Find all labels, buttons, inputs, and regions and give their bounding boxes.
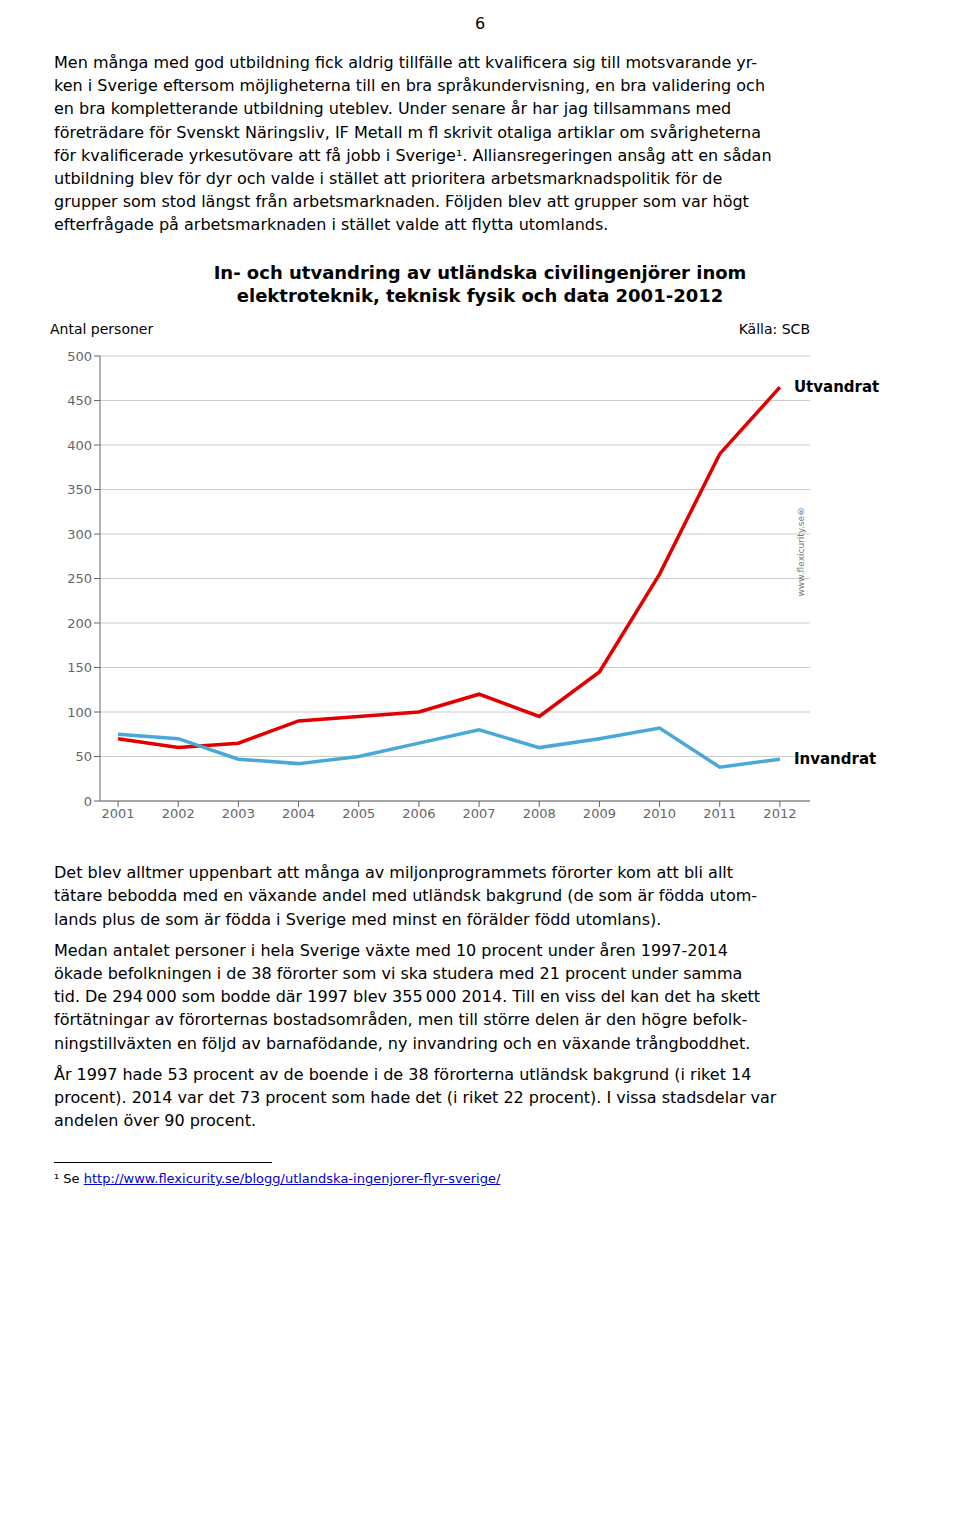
svg-text:250: 250 xyxy=(67,571,92,586)
html-text:för kvalificerade yrkesutövare: för kvalificerade yrkesutövare att få jo… xyxy=(54,145,772,165)
html-text:tätare bebodda med en växande: tätare bebodda med en växande andel med … xyxy=(54,886,757,906)
svg-text:500: 500 xyxy=(67,349,92,364)
svg-text:400: 400 xyxy=(67,438,92,453)
html-text:procent). 2014 var det 73 proc: procent). 2014 var det 73 procent som ha… xyxy=(54,1088,777,1107)
svg-text:0: 0 xyxy=(84,794,92,809)
html-text:¹ Se http://www.flexicurity.se: ¹ Se http://www.flexicurity.se/blogg/utl… xyxy=(54,1171,501,1187)
html-text:www.flexicurity.se®: www.flexicurity.se® xyxy=(796,506,806,597)
html-text:Men många med god utbildning f: Men många med god utbildning fick aldrig… xyxy=(54,53,758,72)
html-text:ken i Sverige eftersom möjligh: ken i Sverige eftersom möjligheterna til… xyxy=(54,76,766,96)
svg-text:350: 350 xyxy=(67,482,92,497)
html-text:andelen över 90 procent.: andelen över 90 procent. xyxy=(54,1111,256,1131)
html-text:lands plus de som är födda i S: lands plus de som är födda i Sverige med… xyxy=(54,909,662,929)
html-text:efterfrågade på arbetsmarknade: efterfrågade på arbetsmarknaden i ställe… xyxy=(54,215,609,235)
html-text:Det blev alltmer uppenbart att: Det blev alltmer uppenbart att många av … xyxy=(54,863,734,883)
svg-text:Utvandrat: Utvandrat xyxy=(794,379,879,397)
svg-text:Invandrat: Invandrat xyxy=(794,751,876,769)
html-text:företrädare för Svenskt Näring: företrädare för Svenskt Näringsliv, IF M… xyxy=(54,122,761,142)
svg-text:2008: 2008 xyxy=(523,807,556,822)
html-text:6: 6 xyxy=(474,14,486,33)
svg-text:50: 50 xyxy=(75,749,92,764)
html-text:en bra kompletterande utbildni: en bra kompletterande utbildning uteblev… xyxy=(54,99,732,119)
html-text:tid. De 294 000 som bodde där: tid. De 294 000 som bodde där 1997 blev … xyxy=(54,987,761,1007)
svg-text:2002: 2002 xyxy=(162,807,195,822)
html-text:förtätningar av förorternas bo: förtätningar av förorternas bostadsområd… xyxy=(54,1010,748,1030)
html-text:Medan antalet personer i hela: Medan antalet personer i hela Sverige vä… xyxy=(54,940,728,960)
svg-text:300: 300 xyxy=(67,527,92,542)
svg-text:2011: 2011 xyxy=(703,807,736,822)
svg-text:150: 150 xyxy=(67,660,92,675)
html-text:grupper som stod längst från a: grupper som stod längst från arbetsmarkn… xyxy=(54,192,749,212)
html-text:ningstillväxten en följd av ba: ningstillväxten en följd av barnafödande… xyxy=(54,1033,751,1053)
svg-text:450: 450 xyxy=(67,393,92,408)
svg-text:200: 200 xyxy=(67,616,92,631)
svg-text:2009: 2009 xyxy=(583,807,616,822)
svg-text:2010: 2010 xyxy=(643,807,676,822)
html-text:In- och utvandring av utländsk: In- och utvandring av utländska civiling… xyxy=(213,261,747,306)
svg-text:2004: 2004 xyxy=(282,807,315,822)
html-text:Antal personer: Antal personer xyxy=(50,321,154,338)
html-text:ökade befolkningen i de 38 för: ökade befolkningen i de 38 förorter som … xyxy=(54,964,743,983)
html-text:utbildning blev för dyr och va: utbildning blev för dyr och valde i stäl… xyxy=(54,168,723,188)
svg-text:2012: 2012 xyxy=(763,807,796,822)
html-text:År 1997 hade 53 procent av de: År 1997 hade 53 procent av de boende i d… xyxy=(54,1064,752,1084)
svg-text:2003: 2003 xyxy=(222,807,255,822)
svg-text:2001: 2001 xyxy=(102,807,135,822)
svg-text:2007: 2007 xyxy=(463,807,496,822)
svg-text:100: 100 xyxy=(67,705,92,720)
html-text:Källa: SCB: Källa: SCB xyxy=(738,321,810,338)
svg-text:2005: 2005 xyxy=(342,807,375,822)
svg-text:2006: 2006 xyxy=(402,807,435,822)
